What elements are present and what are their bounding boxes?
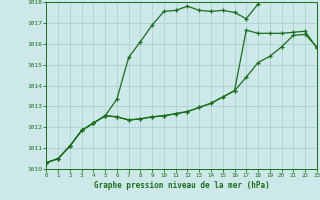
X-axis label: Graphe pression niveau de la mer (hPa): Graphe pression niveau de la mer (hPa) xyxy=(94,181,269,190)
